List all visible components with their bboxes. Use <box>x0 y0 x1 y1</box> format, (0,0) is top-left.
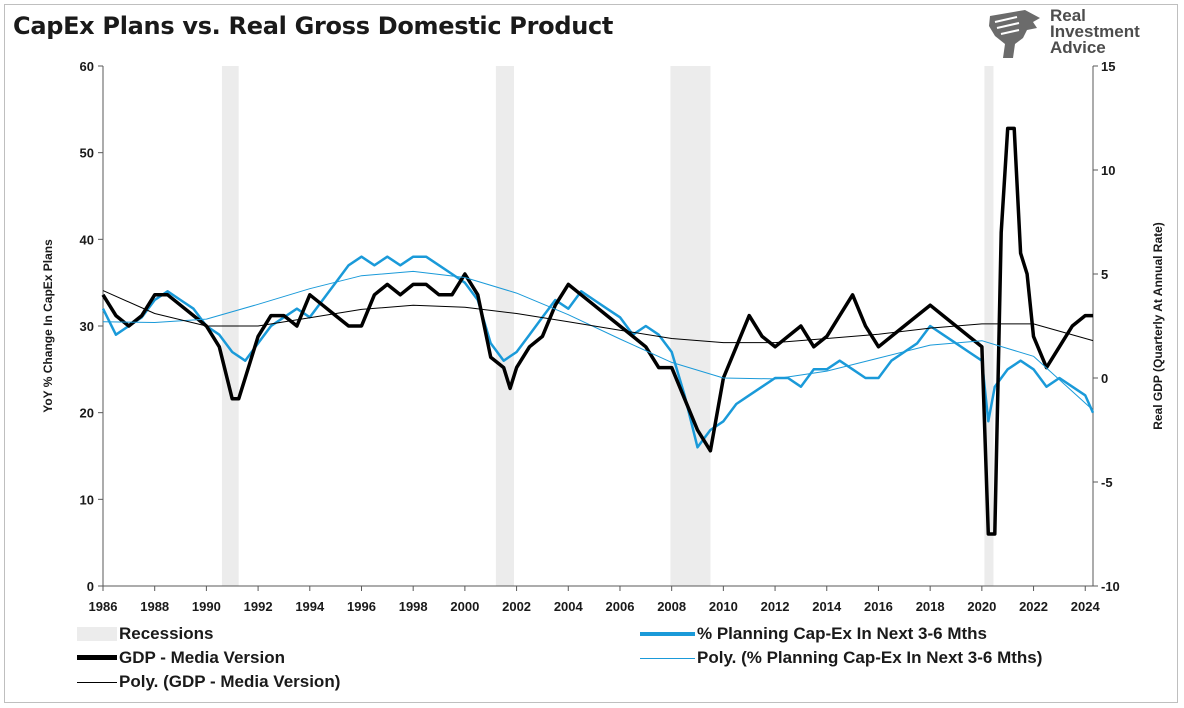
x-tick-label: 2016 <box>864 599 893 614</box>
recession-bands <box>221 66 994 586</box>
y-right-tick-label: 0 <box>1101 371 1108 386</box>
y-left-tick-label: 40 <box>80 232 94 247</box>
series-poly-capex-line <box>102 270 1094 411</box>
legend-swatch-gdp <box>77 655 117 660</box>
y-left-tick-label: 20 <box>80 406 94 421</box>
legend-swatch-capex <box>640 632 695 636</box>
y-left-tick-label: 60 <box>80 59 94 74</box>
y-left-tick-label: 0 <box>87 579 94 594</box>
series-poly-gdp-line <box>102 290 1094 344</box>
eagle-head-icon <box>989 10 1040 58</box>
legend-label-gdp: GDP - Media Version <box>119 648 285 667</box>
x-tick-label: 2014 <box>812 599 842 614</box>
logo-line-1: Real <box>1050 6 1086 25</box>
recession-band-2 <box>670 66 711 586</box>
x-tick-label: 2024 <box>1071 599 1101 614</box>
recession-band-1 <box>495 66 514 586</box>
x-tick-label: 1988 <box>140 599 169 614</box>
y-right-tick-label: -10 <box>1101 579 1120 594</box>
legend-swatch-poly-capex <box>640 658 695 659</box>
series-gdp-line <box>101 126 1093 536</box>
x-tick-label: 1994 <box>295 599 325 614</box>
legend-label-recessions: Recessions <box>119 624 214 643</box>
logo-line-3: Advice <box>1050 38 1106 57</box>
legend-label-poly-capex: Poly. (% Planning Cap-Ex In Next 3-6 Mth… <box>697 648 1043 667</box>
recession-band-3 <box>984 66 994 586</box>
legend-label-poly-gdp: Poly. (GDP - Media Version) <box>119 672 341 691</box>
x-tick-label: 2000 <box>450 599 479 614</box>
legend-swatch-poly-gdp <box>77 682 117 683</box>
legend-label-capex: % Planning Cap-Ex In Next 3-6 Mths <box>697 624 987 643</box>
y-right-tick-label: 5 <box>1101 267 1108 282</box>
logo: Real Investment Advice <box>985 6 1160 63</box>
y-axis-right-label: Real GDP (Quarterly At Annual Rate) <box>1151 222 1165 430</box>
legend-swatch-recessions <box>77 627 117 641</box>
x-tick-label: 1992 <box>244 599 273 614</box>
x-tick-label: 2004 <box>554 599 584 614</box>
x-tick-label: 1998 <box>399 599 428 614</box>
y-left-tick-label: 10 <box>80 492 94 507</box>
y-right-tick-label: -5 <box>1101 475 1113 490</box>
y-right-tick-label: 15 <box>1101 59 1115 74</box>
y-axis-left-label: YoY % Change In CapEx Plans <box>41 239 55 413</box>
series-capex-line <box>101 255 1095 449</box>
logo-line-2: Investment <box>1050 22 1140 41</box>
axes: 0 10 20 30 40 50 60 -10 -5 0 5 10 15 1986 1988 1990 1992… <box>80 59 1120 614</box>
x-tick-label: 2020 <box>967 599 996 614</box>
x-tick-label: 2012 <box>761 599 790 614</box>
x-tick-label: 2002 <box>502 599 531 614</box>
y-right-tick-label: 10 <box>1101 163 1115 178</box>
x-tick-label: 2010 <box>709 599 738 614</box>
y-left-tick-label: 30 <box>80 319 94 334</box>
x-tick-label: 1986 <box>89 599 118 614</box>
x-tick-label: 2018 <box>916 599 945 614</box>
x-tick-label: 1990 <box>192 599 221 614</box>
x-tick-label: 2006 <box>606 599 635 614</box>
x-tick-label: 1996 <box>347 599 376 614</box>
x-tick-label: 2022 <box>1019 599 1048 614</box>
y-left-tick-label: 50 <box>80 146 94 161</box>
x-tick-label: 2008 <box>657 599 686 614</box>
series-lines <box>101 126 1095 536</box>
chart-title: CapEx Plans vs. Real Gross Domestic Prod… <box>13 12 614 40</box>
